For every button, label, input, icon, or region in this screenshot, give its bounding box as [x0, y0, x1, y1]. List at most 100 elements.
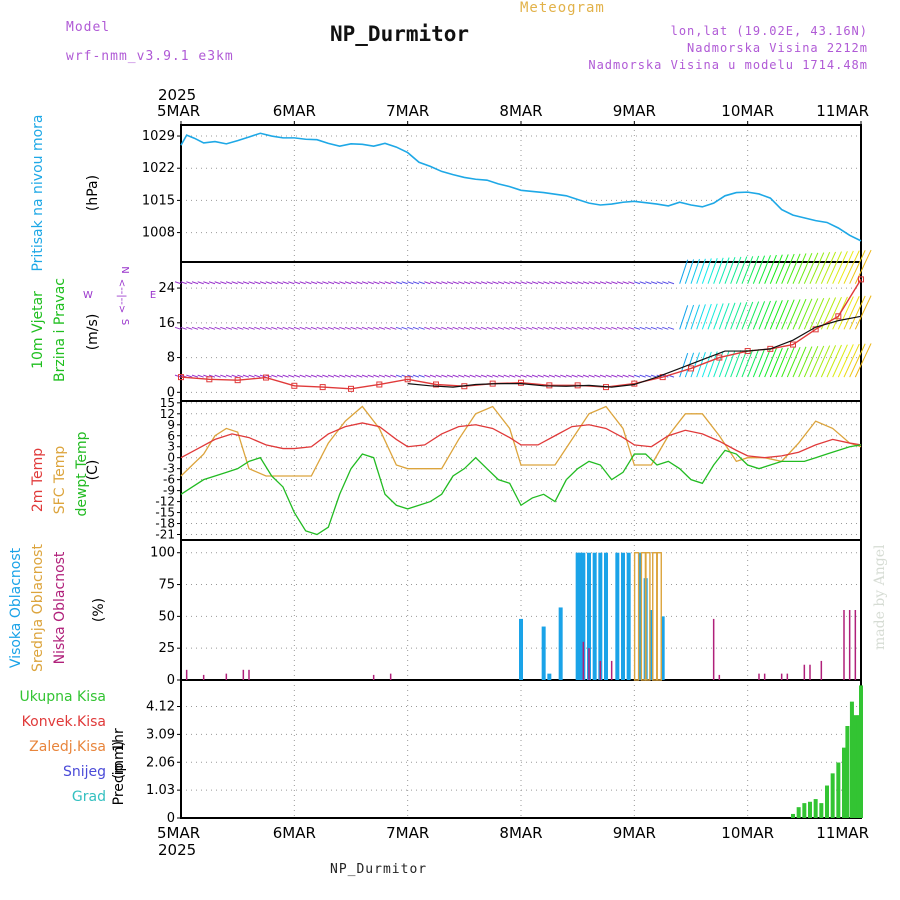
wind-barb [809, 297, 825, 330]
precip-bar [825, 785, 829, 818]
precip-bar [853, 715, 858, 818]
wind-barb [231, 374, 238, 378]
wind-barb [679, 305, 689, 330]
wind-barb [786, 346, 801, 378]
wind-barb [503, 326, 510, 330]
wind-barb [237, 374, 244, 378]
cloud-axis-unit: (%) [91, 598, 107, 622]
wind-barb [475, 374, 482, 378]
wind-barb [344, 326, 352, 330]
high-cloud-bar [547, 673, 552, 680]
high-cloud-bar [638, 552, 642, 680]
wind-barb [520, 326, 527, 330]
top-time-tick: 8MAR [499, 102, 542, 120]
wind-barb [854, 295, 872, 330]
wind-barb [350, 374, 357, 378]
y-tick-label: 1015 [142, 193, 175, 208]
wind-barb [554, 281, 561, 285]
wind-barb [531, 281, 539, 285]
wind-speed-marker [404, 376, 411, 383]
y-tick-label: 12 [160, 407, 175, 421]
wind-barb [384, 326, 391, 330]
wind-barb [452, 281, 459, 285]
wind-barb [803, 252, 819, 284]
wind-barb [469, 281, 476, 285]
wind-barb [395, 326, 403, 330]
wind-barb [650, 281, 658, 285]
wind-title-line2: Brzina i Pravac [52, 278, 68, 382]
wind-barb [418, 374, 425, 378]
wind-barb [735, 349, 748, 378]
wind-barb [429, 281, 437, 285]
y-tick-label: 3 [167, 440, 175, 454]
wind-barb [764, 300, 777, 330]
high-cloud-bar [577, 552, 582, 680]
wind-barb [849, 295, 866, 330]
precip-bar [802, 803, 807, 818]
wind-barb [327, 281, 335, 285]
wind-barb [548, 281, 556, 285]
wind-barb [203, 326, 210, 330]
wind-barb [690, 304, 700, 330]
high-cloud-bar [575, 552, 580, 680]
wind-barb [378, 326, 386, 330]
wind-barb [463, 326, 471, 330]
low-cloud-bar [248, 669, 250, 680]
wind-barb [390, 326, 397, 330]
wind-barb [458, 326, 465, 330]
wind-barb [288, 281, 295, 285]
wind-barb [492, 326, 499, 330]
wind-barb [299, 281, 306, 285]
wind-barb [781, 253, 795, 284]
wind-speed-marker [319, 384, 326, 391]
wind-barb [633, 374, 641, 378]
high-cloud-bar [592, 552, 597, 680]
wind-barb [548, 326, 556, 330]
wind-barb [395, 281, 403, 285]
pressure-axis-title: Pritisak na nivou mora [30, 114, 46, 271]
wind-barb [339, 326, 346, 330]
wind-barb [435, 374, 442, 378]
wind-barb [616, 374, 624, 378]
wind-barb [628, 281, 635, 285]
wind-barb [509, 374, 516, 378]
wind-barb [378, 281, 386, 285]
wind-barb [832, 344, 848, 378]
wind-speed-marker [688, 365, 694, 372]
precip-legend-item: Zaledj.Kisa [29, 739, 106, 755]
wind-barb [373, 326, 380, 330]
wind-barb [514, 281, 522, 285]
wind-barb [679, 352, 689, 378]
wind-barb [344, 281, 352, 285]
wind-barb [758, 348, 771, 378]
wind-barb [333, 281, 340, 285]
wind-barb [628, 374, 635, 378]
wind-barb [458, 374, 465, 378]
wind-barb [701, 258, 712, 284]
wind-barb [390, 281, 397, 285]
wind-barb [577, 281, 584, 285]
wind-barb [412, 374, 420, 378]
wind-barb [571, 326, 578, 330]
wind-barb [248, 374, 255, 378]
wind-barb [344, 374, 352, 378]
wind-barb [486, 374, 493, 378]
wind-barb [214, 281, 221, 285]
wind-speed-marker [178, 374, 184, 381]
wind-barb [305, 281, 312, 285]
precip-legend-item: Konvek.Kisa [22, 714, 106, 730]
wind-barb [220, 374, 227, 378]
wind-barb [543, 281, 550, 285]
low-cloud-bar [848, 610, 851, 680]
wind-barb [225, 281, 233, 285]
wind-barb [622, 281, 629, 285]
pressure-line [180, 132, 862, 242]
wind-barb [560, 281, 567, 285]
y-tick-label: 6 [167, 429, 175, 443]
high-cloud-bar [621, 552, 625, 680]
precip-legend-item: Grad [72, 789, 106, 805]
y-tick-label: -15 [155, 506, 175, 520]
low-cloud-bar [599, 660, 602, 680]
wind-barb [735, 302, 748, 330]
wind-barb [775, 347, 789, 378]
